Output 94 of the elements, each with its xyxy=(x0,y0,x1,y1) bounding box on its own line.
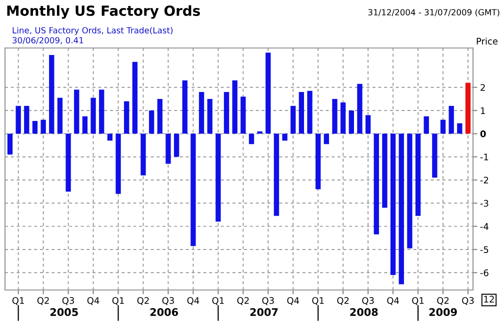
bar xyxy=(248,134,254,144)
bar xyxy=(16,106,21,134)
x-tick-label: Q2 xyxy=(137,297,149,305)
y-tick-label: -6 xyxy=(480,269,488,276)
bar xyxy=(340,102,346,134)
bar xyxy=(332,98,338,134)
x-tick-label: Q2 xyxy=(437,297,449,305)
chart-subtitle: 31/12/2004 - 31/07/2009 (GMT) xyxy=(368,8,500,16)
bar xyxy=(40,120,46,134)
x-tick-label: Q4 xyxy=(187,297,200,305)
bar xyxy=(298,92,304,134)
bar xyxy=(216,134,221,222)
bar xyxy=(174,134,180,157)
bar xyxy=(424,116,429,134)
bar xyxy=(398,134,404,284)
x-tick-label: Q1 xyxy=(412,297,424,305)
x-tick-label: Q3 xyxy=(62,297,74,305)
text: 2006 xyxy=(150,308,178,316)
bar xyxy=(282,134,288,141)
bar xyxy=(157,98,162,134)
x-tick-label: Q1 xyxy=(312,297,324,305)
x-tick-label: Q2 xyxy=(37,297,49,305)
x-tick-label: Q4 xyxy=(287,297,300,305)
bar xyxy=(415,134,421,216)
bar xyxy=(107,134,113,141)
bar xyxy=(257,131,262,134)
y-tick-label: 0 xyxy=(480,130,486,138)
text: Line, US Factory Ords, Last Trade(Last) 30/06/2009, 0.41 xyxy=(12,26,173,44)
x-tick-label: Q1 xyxy=(212,297,224,305)
bar xyxy=(74,90,80,134)
bar xyxy=(57,98,63,134)
bar xyxy=(240,96,246,134)
x-tick-label: Q3 xyxy=(462,297,474,305)
x-tick-label: Q4 xyxy=(387,297,399,305)
bar xyxy=(457,123,462,134)
bar xyxy=(448,106,454,134)
bar xyxy=(407,134,412,248)
bar xyxy=(316,134,321,190)
y-axis-title: Price xyxy=(476,38,498,45)
bar xyxy=(207,98,212,134)
x-tick-label: Q1 xyxy=(112,297,124,305)
bar xyxy=(365,115,371,134)
bar xyxy=(374,134,379,234)
bar xyxy=(49,54,54,134)
bar xyxy=(232,80,238,134)
bar xyxy=(166,134,171,164)
bar xyxy=(32,120,38,134)
text: 2008 xyxy=(350,308,378,316)
bar xyxy=(82,116,88,134)
y-tick-label: -3 xyxy=(480,200,488,207)
bar xyxy=(274,134,280,216)
bar xyxy=(266,52,271,134)
y-tick-label: -1 xyxy=(480,154,488,160)
x-tick-label: Q3 xyxy=(262,297,274,305)
y-tick-label: 1 xyxy=(480,107,485,114)
bar xyxy=(24,106,30,134)
bar xyxy=(7,134,13,155)
bar xyxy=(99,90,104,134)
bar xyxy=(148,110,154,134)
x-tick-label: Q2 xyxy=(237,297,249,305)
x-tick-label: Q2 xyxy=(337,297,349,305)
bar xyxy=(390,134,396,275)
y-tick-label: -5 xyxy=(480,246,488,254)
bar xyxy=(307,90,312,134)
bar xyxy=(66,134,71,192)
y-tick-label: -4 xyxy=(480,223,488,230)
bar xyxy=(432,134,438,178)
bar xyxy=(190,134,196,246)
y-tick-label: 2 xyxy=(480,84,485,91)
bar xyxy=(116,134,121,194)
x-tick-label: Q4 xyxy=(87,297,100,305)
x-tick-label: Q3 xyxy=(362,297,374,305)
bar xyxy=(357,84,362,134)
bar xyxy=(382,134,388,208)
bar xyxy=(132,62,138,134)
bar xyxy=(140,134,146,176)
bar xyxy=(348,110,354,134)
x-tick-label: Q3 xyxy=(162,297,174,305)
text: 12 xyxy=(484,296,494,302)
bar xyxy=(440,120,446,134)
bar xyxy=(124,101,130,134)
x-tick-label: Q1 xyxy=(12,297,24,305)
bar xyxy=(324,134,330,144)
bar xyxy=(224,92,230,134)
bar xyxy=(465,82,471,134)
bar xyxy=(182,80,188,134)
text: 2005 xyxy=(50,308,78,316)
y-tick-label: -2 xyxy=(480,176,488,184)
bar xyxy=(290,106,296,134)
chart-title: Monthly US Factory Ords xyxy=(7,5,200,19)
bar xyxy=(90,98,96,134)
bar xyxy=(198,92,204,134)
text: 2007 xyxy=(250,308,278,316)
text: 2009 xyxy=(429,308,457,316)
